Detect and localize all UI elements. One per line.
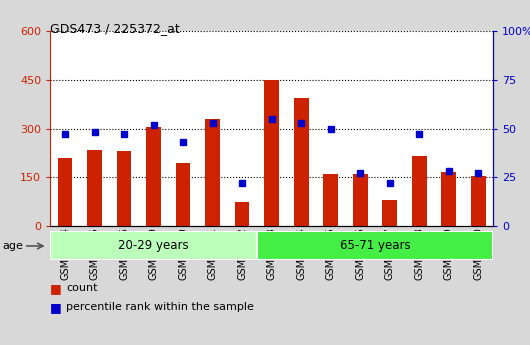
Bar — [117, 151, 131, 226]
Bar — [176, 162, 190, 226]
Bar — [257, 231, 493, 260]
Text: age: age — [3, 241, 23, 251]
Text: ■: ■ — [50, 282, 62, 295]
Bar — [264, 80, 279, 226]
Bar — [412, 156, 427, 226]
Bar — [58, 158, 73, 226]
Text: count: count — [66, 283, 98, 293]
Bar — [471, 176, 485, 226]
Bar — [146, 127, 161, 226]
Text: ■: ■ — [50, 300, 62, 314]
Text: 65-71 years: 65-71 years — [340, 239, 410, 252]
Text: percentile rank within the sample: percentile rank within the sample — [66, 302, 254, 312]
Bar — [353, 174, 367, 226]
Bar — [441, 172, 456, 226]
Bar — [205, 119, 220, 226]
Bar — [50, 231, 257, 260]
Bar — [382, 200, 397, 226]
Bar — [235, 201, 250, 226]
Bar — [294, 98, 308, 226]
Text: GDS473 / 225372_at: GDS473 / 225372_at — [50, 22, 180, 36]
Text: 20-29 years: 20-29 years — [118, 239, 189, 252]
Bar — [87, 150, 102, 226]
Bar — [323, 174, 338, 226]
